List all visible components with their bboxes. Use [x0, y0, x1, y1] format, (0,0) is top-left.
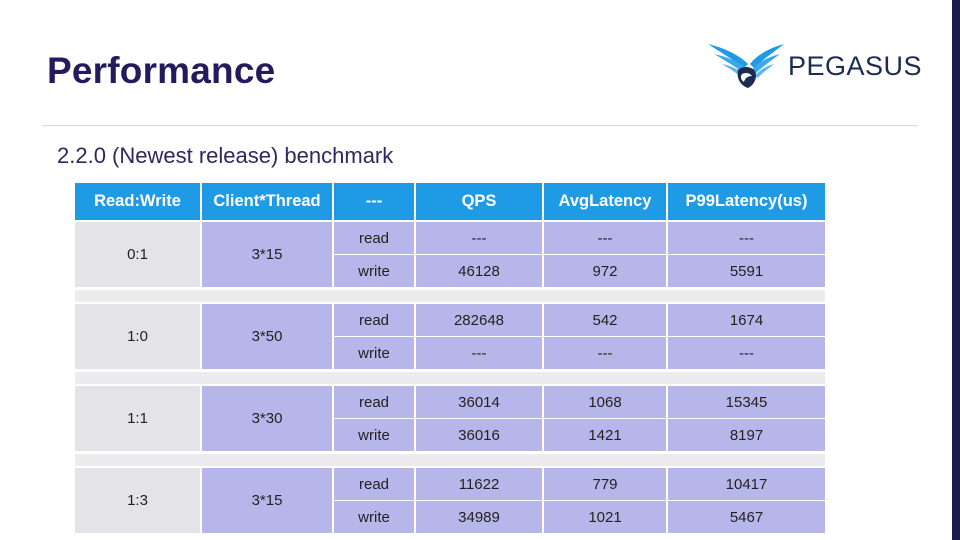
header-op: --- — [334, 183, 416, 220]
p99-latency-cell: 15345 — [668, 386, 825, 419]
op-cell: write — [334, 255, 416, 288]
group-separator — [75, 290, 825, 302]
op-cell: read — [334, 386, 416, 419]
avg-latency-cell: --- — [544, 222, 668, 255]
slide-edge-bar — [952, 0, 960, 540]
qps-cell: 46128 — [416, 255, 544, 288]
slide-title: Performance — [47, 50, 276, 91]
table-group: 1:0 3*50 read 282648 542 1674 write --- … — [75, 304, 825, 370]
client-thread-cell: 3*15 — [202, 468, 334, 534]
p99-latency-cell: 1674 — [668, 304, 825, 337]
op-cell: read — [334, 468, 416, 501]
qps-cell: 36016 — [416, 419, 544, 452]
group-separator — [75, 372, 825, 384]
slide-subtitle: 2.2.0 (Newest release) benchmark — [57, 143, 394, 168]
p99-latency-cell: 5591 — [668, 255, 825, 288]
pegasus-wing-logo-icon — [708, 44, 784, 88]
table-group: 0:1 3*15 read --- --- --- write 46128 97… — [75, 222, 825, 288]
ratio-cell: 0:1 — [75, 222, 202, 288]
avg-latency-cell: 972 — [544, 255, 668, 288]
pegasus-logo: PEGASUS — [704, 40, 922, 92]
avg-latency-cell: 1421 — [544, 419, 668, 452]
table-header: Read:Write Client*Thread --- QPS AvgLate… — [75, 183, 825, 220]
qps-cell: --- — [416, 222, 544, 255]
op-cell: write — [334, 337, 416, 370]
ratio-cell: 1:3 — [75, 468, 202, 534]
header-qps: QPS — [416, 183, 544, 220]
ratio-cell: 1:0 — [75, 304, 202, 370]
qps-cell: 34989 — [416, 501, 544, 534]
benchmark-table: Read:Write Client*Thread --- QPS AvgLate… — [75, 183, 825, 534]
header-read-write: Read:Write — [75, 183, 202, 220]
qps-cell: --- — [416, 337, 544, 370]
op-cell: read — [334, 222, 416, 255]
qps-cell: 11622 — [416, 468, 544, 501]
avg-latency-cell: 779 — [544, 468, 668, 501]
title-divider — [42, 125, 918, 126]
table-group: 1:1 3*30 read 36014 1068 15345 write 360… — [75, 386, 825, 452]
avg-latency-cell: 542 — [544, 304, 668, 337]
op-cell: write — [334, 419, 416, 452]
op-cell: read — [334, 304, 416, 337]
table-group: 1:3 3*15 read 11622 779 10417 write 3498… — [75, 468, 825, 534]
op-cell: write — [334, 501, 416, 534]
header-avg-latency: AvgLatency — [544, 183, 668, 220]
p99-latency-cell: 8197 — [668, 419, 825, 452]
logo-text: PEGASUS — [788, 50, 923, 81]
p99-latency-cell: 10417 — [668, 468, 825, 501]
avg-latency-cell: 1021 — [544, 501, 668, 534]
ratio-cell: 1:1 — [75, 386, 202, 452]
header-p99-latency: P99Latency(us) — [668, 183, 825, 220]
group-separator — [75, 454, 825, 466]
p99-latency-cell: --- — [668, 337, 825, 370]
p99-latency-cell: 5467 — [668, 501, 825, 534]
client-thread-cell: 3*15 — [202, 222, 334, 288]
avg-latency-cell: 1068 — [544, 386, 668, 419]
avg-latency-cell: --- — [544, 337, 668, 370]
header-client-thread: Client*Thread — [202, 183, 334, 220]
client-thread-cell: 3*30 — [202, 386, 334, 452]
client-thread-cell: 3*50 — [202, 304, 334, 370]
p99-latency-cell: --- — [668, 222, 825, 255]
qps-cell: 36014 — [416, 386, 544, 419]
qps-cell: 282648 — [416, 304, 544, 337]
